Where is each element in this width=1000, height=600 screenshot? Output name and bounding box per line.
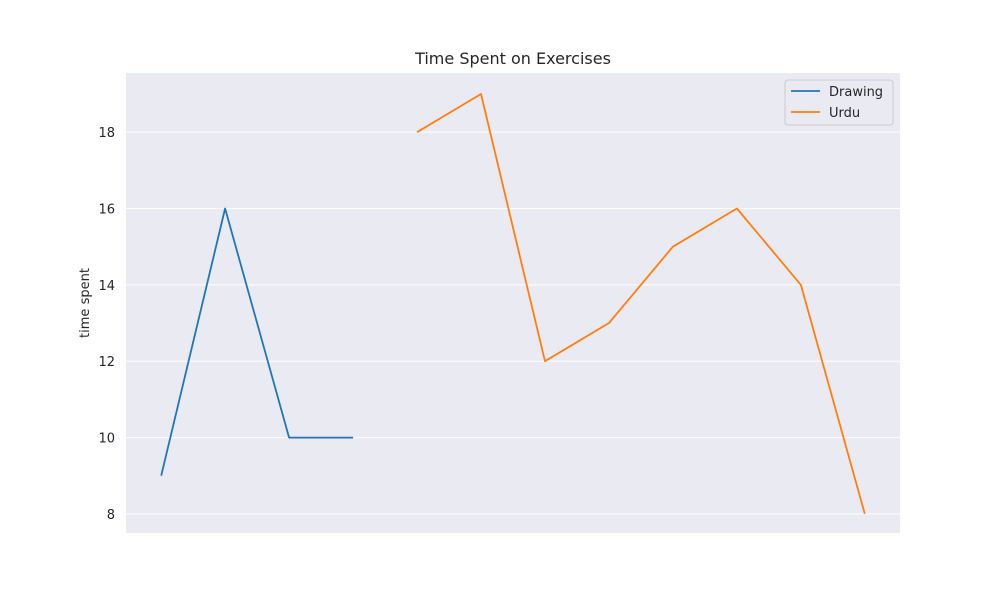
series-lines (160, 93, 866, 515)
legend: Drawing Urdu (784, 79, 894, 126)
chart-title: Time Spent on Exercises (414, 49, 611, 68)
y-gridlines (126, 131, 900, 515)
y-tick-label: 10 (98, 432, 115, 447)
y-tick-label: 8 (107, 508, 115, 523)
y-tick-labels: 8 10 12 14 16 18 (98, 126, 115, 523)
y-tick-label: 18 (98, 126, 115, 141)
y-axis-label: time spent (78, 268, 93, 338)
y-tick-label: 14 (98, 279, 115, 294)
series-line-drawing (160, 207, 354, 476)
legend-label-urdu: Urdu (829, 106, 860, 121)
series-line-urdu (416, 93, 866, 515)
plot-area (126, 73, 900, 533)
legend-label-drawing: Drawing (829, 85, 883, 100)
y-tick-label: 12 (98, 355, 115, 370)
y-tick-label: 16 (98, 203, 115, 218)
